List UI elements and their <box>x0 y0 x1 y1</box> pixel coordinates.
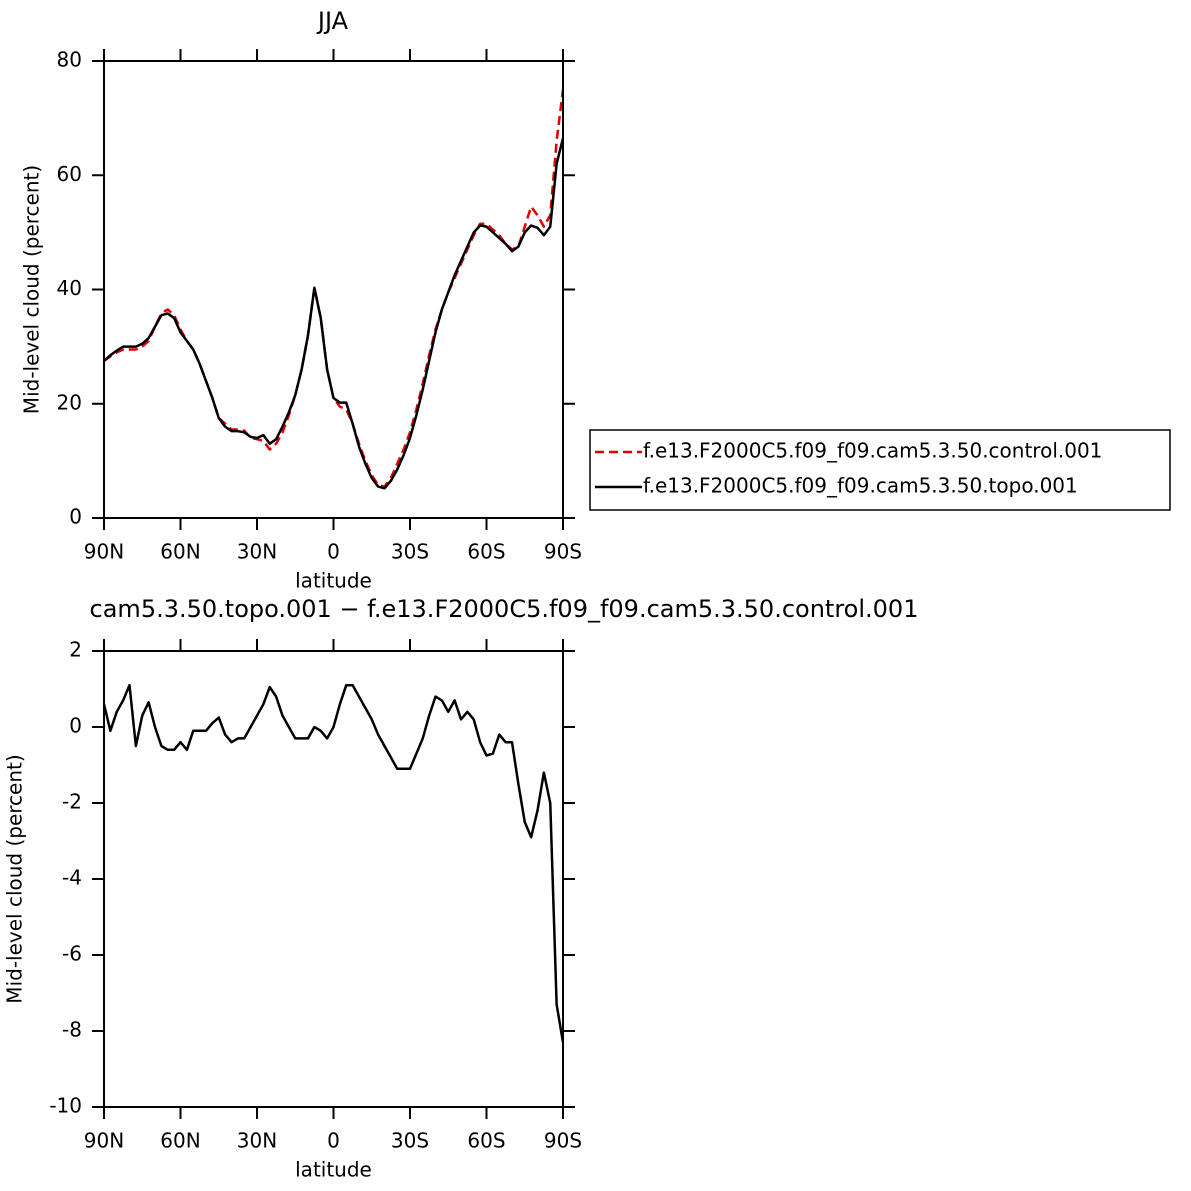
x-tick-label: 30N <box>237 1129 277 1153</box>
data-line <box>102 683 565 1043</box>
x-tick-label: 90N <box>84 1129 124 1153</box>
y-tick-label: 60 <box>57 162 82 186</box>
legend-box <box>589 429 1171 511</box>
legend-label: f.e13.F2000C5.f09_f09.cam5.3.50.topo.001 <box>643 474 1078 498</box>
y-tick-label: 80 <box>57 48 82 72</box>
y-tick-label: 0 <box>69 714 82 738</box>
x-tick-label: 0 <box>327 540 340 564</box>
x-tick-label: 0 <box>327 1129 340 1153</box>
y-tick-label: -10 <box>49 1094 82 1118</box>
legend-label: f.e13.F2000C5.f09_f09.cam5.3.50.control.… <box>643 439 1102 463</box>
x-tick-label: 90S <box>544 1129 582 1153</box>
data-line <box>103 137 565 490</box>
plot-frame <box>103 650 564 1108</box>
x-axis-label: latitude <box>295 1158 372 1182</box>
x-tick-label: 30S <box>391 1129 429 1153</box>
x-tick-label: 30S <box>391 540 429 564</box>
chart-title: JJA <box>316 7 349 35</box>
x-axis-label: latitude <box>295 569 372 593</box>
chart-title: cam5.3.50.topo.001 − f.e13.F2000C5.f09_f… <box>90 595 919 623</box>
x-tick-label: 60N <box>160 540 200 564</box>
y-tick-label: -4 <box>62 866 82 890</box>
y-tick-label: 40 <box>57 276 82 300</box>
y-tick-label: 2 <box>69 638 82 662</box>
y-tick-label: 0 <box>69 505 82 529</box>
y-axis-label: Mid-level cloud (percent) <box>20 165 44 414</box>
x-tick-label: 90N <box>84 540 124 564</box>
plot-frame <box>103 60 564 519</box>
x-tick-label: 60S <box>467 1129 505 1153</box>
x-tick-label: 60N <box>160 1129 200 1153</box>
y-tick-label: 20 <box>57 390 82 414</box>
y-axis-label: Mid-level cloud (percent) <box>3 754 27 1003</box>
x-tick-label: 90S <box>544 540 582 564</box>
data-line <box>103 89 565 488</box>
x-tick-label: 60S <box>467 540 505 564</box>
y-tick-label: -2 <box>62 790 82 814</box>
y-tick-label: -8 <box>62 1018 82 1042</box>
x-tick-label: 30N <box>237 540 277 564</box>
y-tick-label: -6 <box>62 942 82 966</box>
